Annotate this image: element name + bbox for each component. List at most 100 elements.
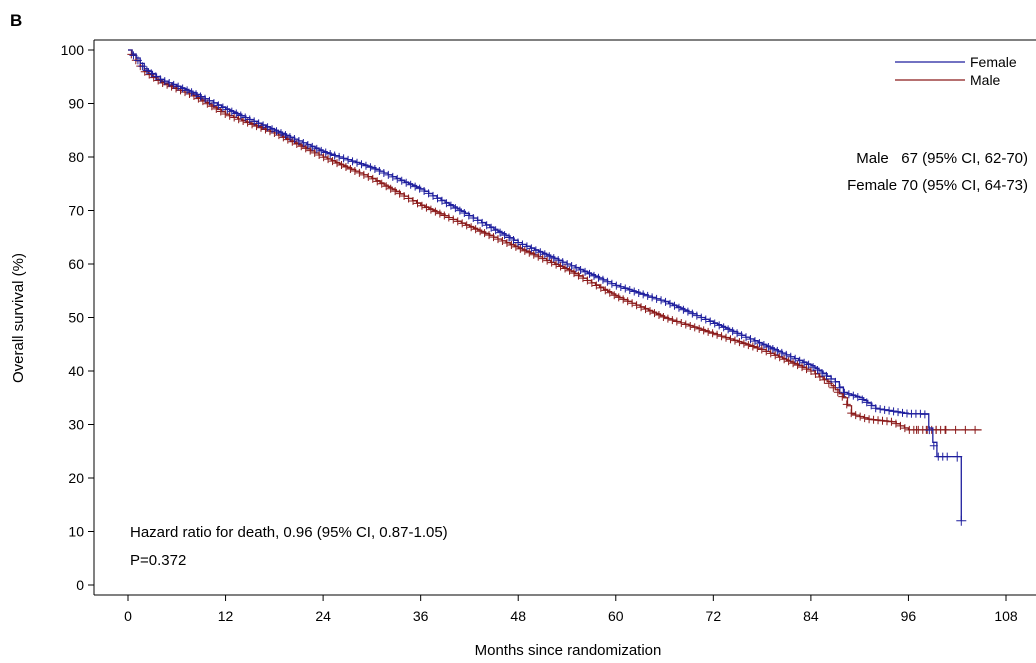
censor-mark bbox=[643, 291, 652, 300]
censor-mark bbox=[335, 152, 344, 161]
censor-mark bbox=[230, 113, 239, 122]
censor-mark bbox=[493, 235, 502, 244]
censor-mark bbox=[610, 291, 619, 300]
censor-mark bbox=[520, 246, 529, 255]
censor-mark bbox=[277, 129, 285, 138]
censor-mark bbox=[695, 324, 704, 333]
censor-mark bbox=[440, 211, 449, 220]
censor-mark bbox=[621, 284, 630, 293]
censor-mark bbox=[786, 352, 795, 361]
censor-mark bbox=[722, 333, 731, 342]
censor-mark bbox=[417, 201, 426, 210]
censor-mark bbox=[659, 313, 668, 322]
censor-mark bbox=[516, 244, 525, 253]
censor-mark bbox=[178, 84, 187, 93]
censor-mark bbox=[701, 315, 710, 324]
censor-mark bbox=[639, 290, 648, 299]
censor-mark bbox=[804, 360, 813, 369]
censor-mark bbox=[885, 406, 894, 415]
censor-mark bbox=[324, 155, 333, 164]
censor-mark bbox=[333, 159, 342, 168]
legend-label-female: Female bbox=[970, 54, 1017, 70]
censor-mark bbox=[733, 329, 742, 338]
censor-mark bbox=[840, 388, 849, 397]
censor-mark bbox=[183, 86, 192, 95]
censor-mark bbox=[867, 401, 876, 410]
censor-mark bbox=[268, 125, 277, 134]
censor-mark bbox=[686, 321, 695, 330]
censor-mark bbox=[724, 325, 733, 334]
censor-mark bbox=[574, 271, 583, 280]
censor-mark bbox=[469, 213, 478, 222]
y-tick-label: 20 bbox=[68, 470, 84, 486]
censor-mark bbox=[386, 184, 395, 193]
censor-mark bbox=[815, 372, 824, 381]
censor-mark bbox=[393, 174, 402, 183]
censor-mark bbox=[679, 305, 688, 314]
censor-mark bbox=[742, 333, 751, 342]
censor-mark bbox=[853, 393, 862, 402]
censor-mark bbox=[762, 347, 771, 356]
censor-mark bbox=[956, 515, 967, 526]
p-value-annotation: P=0.372 bbox=[130, 552, 186, 569]
censor-mark bbox=[379, 168, 388, 177]
censor-mark bbox=[151, 72, 160, 81]
censor-mark bbox=[400, 192, 409, 201]
censor-mark bbox=[826, 374, 835, 383]
censor-mark bbox=[540, 250, 549, 259]
censor-mark bbox=[147, 69, 156, 78]
censor-mark bbox=[359, 170, 368, 179]
censor-mark bbox=[547, 258, 556, 267]
censor-mark bbox=[236, 111, 245, 120]
censor-mark bbox=[777, 348, 786, 357]
censor-mark bbox=[174, 82, 183, 91]
censor-mark bbox=[766, 349, 775, 358]
censor-mark bbox=[677, 319, 686, 328]
x-tick-label: 24 bbox=[315, 608, 331, 624]
censor-mark bbox=[391, 187, 400, 196]
x-tick-label: 96 bbox=[901, 608, 917, 624]
censor-mark bbox=[507, 240, 516, 249]
censor-mark bbox=[227, 107, 236, 116]
censor-mark bbox=[704, 327, 713, 336]
panel-label: B bbox=[10, 11, 22, 30]
censor-mark bbox=[373, 177, 382, 186]
censor-mark bbox=[847, 409, 856, 418]
censor-mark bbox=[527, 244, 536, 253]
censor-mark bbox=[531, 246, 540, 255]
censor-mark bbox=[366, 163, 375, 172]
censor-mark bbox=[225, 111, 234, 120]
censor-mark bbox=[464, 211, 473, 220]
censor-mark bbox=[746, 335, 755, 344]
censor-mark bbox=[710, 319, 719, 328]
x-tick-label: 84 bbox=[803, 608, 819, 624]
censor-mark bbox=[326, 149, 335, 158]
censor-mark bbox=[476, 227, 485, 236]
censor-mark bbox=[844, 390, 853, 399]
censor-mark bbox=[706, 317, 715, 326]
censor-mark bbox=[234, 115, 243, 124]
censor-mark bbox=[838, 392, 847, 401]
censor-mark bbox=[697, 313, 706, 322]
censor-mark bbox=[889, 407, 898, 416]
censor-mark bbox=[241, 113, 250, 122]
censor-mark bbox=[361, 161, 370, 170]
censor-mark bbox=[578, 274, 587, 283]
censor-mark bbox=[871, 404, 880, 413]
censor-mark bbox=[357, 160, 366, 169]
censor-mark bbox=[782, 350, 791, 359]
censor-mark bbox=[858, 395, 867, 404]
censor-mark bbox=[382, 182, 391, 191]
censor-mark bbox=[916, 409, 925, 418]
censor-mark bbox=[594, 273, 603, 282]
censor-mark bbox=[200, 94, 209, 103]
censor-mark bbox=[239, 116, 248, 125]
median-female-annotation: Female 70 (95% CI, 64-73) bbox=[847, 177, 1028, 194]
censor-mark bbox=[750, 337, 759, 346]
censor-mark bbox=[498, 237, 507, 246]
censor-mark bbox=[196, 92, 205, 101]
censor-mark bbox=[344, 155, 353, 164]
censor-mark bbox=[831, 377, 840, 386]
y-tick-label: 10 bbox=[68, 524, 84, 540]
censor-mark bbox=[971, 425, 980, 434]
